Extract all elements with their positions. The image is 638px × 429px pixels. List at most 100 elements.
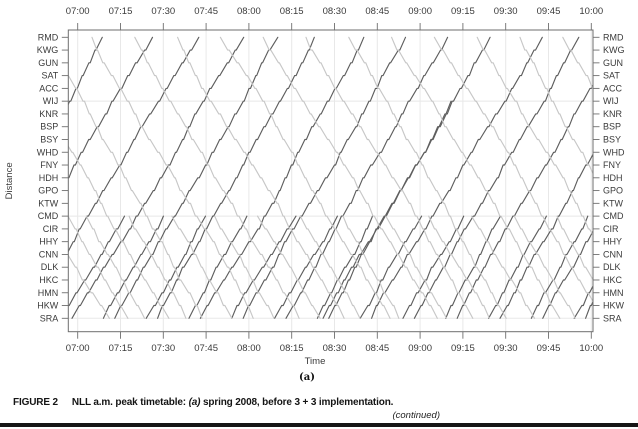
train-path-up-partial <box>316 215 374 319</box>
train-path-down-full <box>348 36 507 319</box>
train-path-down-partial <box>556 215 594 281</box>
station-label-left: HDH <box>39 173 59 183</box>
station-label-left: BSP <box>40 122 58 132</box>
train-path-down-full <box>433 36 594 303</box>
train-diagram-svg: 07:00 07:00 07:15 07:15 07:30 07:30 07:45 07:45… <box>4 6 625 354</box>
station-label-right: WIJ <box>603 96 619 106</box>
train-path-up-full <box>157 36 315 319</box>
x-tick-label-bottom: 09:15 <box>451 343 475 354</box>
station-label-left: WHD <box>37 147 59 157</box>
x-axis-title: Time <box>304 356 326 367</box>
station-label-right: BSP <box>603 122 621 132</box>
train-path-up-partial <box>102 215 164 319</box>
page-rule <box>0 423 638 427</box>
x-tick-label-top: 07:45 <box>194 6 218 17</box>
train-path-up-partial <box>68 215 126 307</box>
station-label-left: HKW <box>37 301 59 311</box>
station-label-left: KTW <box>38 198 59 208</box>
station-label-right: SAT <box>603 71 620 81</box>
station-label-left: HMN <box>38 288 59 298</box>
x-tick-label-top: 07:00 <box>66 6 90 17</box>
train-path-down-full <box>134 36 300 319</box>
x-tick-label-top: 08:00 <box>237 6 261 17</box>
station-label-right: KTW <box>603 198 624 208</box>
station-label-right: HHY <box>603 237 622 247</box>
train-path-up-full <box>542 229 594 319</box>
train-path-up-short-willesden <box>322 100 452 319</box>
train-path-up-full <box>499 153 594 319</box>
train-path-down-full <box>177 36 345 319</box>
station-label-left: HKC <box>39 275 59 285</box>
train-path-up-full <box>456 83 594 319</box>
train-path-up-partial <box>445 215 502 319</box>
train-path-up-partial <box>359 215 423 319</box>
train-path-down-full <box>476 36 594 236</box>
station-label-right: ACC <box>603 83 623 93</box>
station-label-right: RMD <box>603 32 624 42</box>
x-tick-label-top: 07:15 <box>109 6 133 17</box>
train-path-up-partial <box>530 215 589 319</box>
station-label-left: CIR <box>43 224 59 234</box>
train-path-down-full <box>68 75 203 319</box>
station-label-right: BSY <box>603 134 621 144</box>
train-path-up-full <box>68 36 154 179</box>
figure-caption-text-pre: NLL a.m. peak timetable: <box>71 397 189 408</box>
station-label-right: KWG <box>603 45 625 55</box>
axes: 07:00 07:00 07:15 07:15 07:30 07:30 07:45 07:45… <box>4 6 625 354</box>
station-label-left: WIJ <box>43 96 59 106</box>
station-label-left: BSY <box>40 134 58 144</box>
train-path-up-full <box>242 36 407 319</box>
figure-caption-text-post: spring 2008, before 3 + 3 implementation… <box>200 397 394 408</box>
figure-caption-subfig-ref: (a) <box>188 397 201 408</box>
station-label-left: CNN <box>39 249 59 259</box>
train-path-down-partial <box>299 215 361 319</box>
x-tick-label-top: 09:00 <box>408 6 432 17</box>
train-path-down-full <box>262 36 438 319</box>
station-label-right: DLK <box>603 262 621 272</box>
x-tick-label-bottom: 07:45 <box>194 343 218 354</box>
x-tick-label-top: 09:45 <box>537 6 561 17</box>
station-label-left: RMD <box>38 32 59 42</box>
y-axis-title: Distance <box>4 162 15 199</box>
x-tick-label-top: 09:30 <box>494 6 518 17</box>
x-tick-label-bottom: 08:45 <box>365 343 389 354</box>
station-label-right: GUN <box>603 58 623 68</box>
train-path-down-full <box>519 36 594 175</box>
train-path-up-partial <box>573 284 594 319</box>
x-tick-label-top: 08:30 <box>323 6 347 17</box>
train-path-up-full <box>71 36 245 319</box>
train-path-down-full <box>68 145 170 319</box>
train-path-down-full <box>305 36 474 319</box>
train-paths <box>68 36 594 319</box>
train-path-up-partial <box>231 215 297 319</box>
train-path-up-full <box>199 36 365 319</box>
train-path-down-partial <box>128 215 187 319</box>
train-path-down-full <box>68 215 129 319</box>
train-path-down-full <box>391 36 561 319</box>
figure-caption: FIGURE 2 NLL a.m. peak timetable: (a) spr… <box>13 397 623 408</box>
station-label-left: SRA <box>40 313 59 323</box>
station-label-right: HKC <box>603 275 623 285</box>
x-tick-label-bottom: 09:00 <box>408 343 432 354</box>
station-label-right: CMD <box>603 211 624 221</box>
station-label-left: CMD <box>38 211 59 221</box>
train-path-up-partial <box>488 215 547 319</box>
station-label-right: CNN <box>603 249 623 259</box>
train-path-down-partial <box>428 215 490 319</box>
train-path-up-partial <box>145 215 207 319</box>
train-path-up-partial <box>188 215 248 319</box>
station-label-left: HHY <box>39 237 58 247</box>
gridlines <box>68 30 593 332</box>
figure-caption-number: FIGURE 2 <box>13 397 58 408</box>
x-tick-label-bottom: 07:00 <box>66 343 90 354</box>
train-path-down-partial <box>68 254 110 319</box>
train-path-down-partial <box>214 215 275 319</box>
train-path-up-full <box>68 36 200 253</box>
train-path-down-partial <box>256 215 321 319</box>
x-tick-label-bottom: 08:00 <box>237 343 261 354</box>
station-label-left: SAT <box>41 71 58 81</box>
x-tick-label-bottom: 09:30 <box>494 343 518 354</box>
station-label-left: KNR <box>39 109 59 119</box>
station-label-right: HKW <box>603 301 625 311</box>
